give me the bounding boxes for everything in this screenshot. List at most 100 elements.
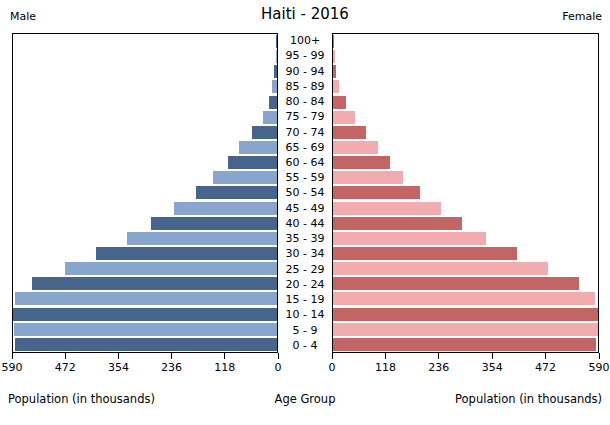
age-label-60-64: 60 - 64 xyxy=(278,155,332,170)
age-label-100+: 100+ xyxy=(278,33,332,48)
female-bar-100+ xyxy=(333,35,334,48)
tick-label-354: 354 xyxy=(482,361,503,374)
age-label-15-19: 15 - 19 xyxy=(278,292,332,307)
tick-label-236: 236 xyxy=(161,361,182,374)
tick-mark xyxy=(65,353,66,359)
female-bar-0-4 xyxy=(333,338,596,351)
female-bar-95-99 xyxy=(333,50,335,63)
male-bar-20-24 xyxy=(32,277,277,290)
male-bar-25-29 xyxy=(65,262,277,275)
tick-mark xyxy=(12,353,13,359)
female-bar-5-9 xyxy=(333,323,598,336)
female-row-80-84 xyxy=(333,95,598,110)
female-row-30-34 xyxy=(333,246,598,261)
male-bar-80-84 xyxy=(269,96,277,109)
male-row-15-19 xyxy=(13,291,277,306)
female-bar-65-69 xyxy=(333,141,378,154)
age-label-75-79: 75 - 79 xyxy=(278,109,332,124)
male-row-20-24 xyxy=(13,276,277,291)
female-bar-20-24 xyxy=(333,277,579,290)
female-row-65-69 xyxy=(333,140,598,155)
male-bar-40-44 xyxy=(151,217,277,230)
male-row-35-39 xyxy=(13,231,277,246)
female-row-45-49 xyxy=(333,201,598,216)
female-plot-area xyxy=(332,33,599,353)
age-label-35-39: 35 - 39 xyxy=(278,231,332,246)
age-label-20-24: 20 - 24 xyxy=(278,277,332,292)
tick-label-590: 590 xyxy=(2,361,23,374)
male-bar-95-99 xyxy=(276,50,277,63)
male-row-50-54 xyxy=(13,185,277,200)
female-row-10-14 xyxy=(333,307,598,322)
male-row-40-44 xyxy=(13,216,277,231)
tick-mark xyxy=(278,353,279,359)
age-label-40-44: 40 - 44 xyxy=(278,216,332,231)
age-label-45-49: 45 - 49 xyxy=(278,201,332,216)
male-row-60-64 xyxy=(13,155,277,170)
age-label-80-84: 80 - 84 xyxy=(278,94,332,109)
tick-label-118: 118 xyxy=(214,361,235,374)
male-bar-45-49 xyxy=(174,202,277,215)
female-bar-80-84 xyxy=(333,96,346,109)
male-x-axis-ticks: 5904723542361180 xyxy=(12,353,278,379)
male-bar-65-69 xyxy=(239,141,277,154)
tick-mark xyxy=(599,353,600,359)
female-row-75-79 xyxy=(333,110,598,125)
male-bar-10-14 xyxy=(13,308,277,321)
male-bar-30-34 xyxy=(96,247,277,260)
female-row-35-39 xyxy=(333,231,598,246)
female-bar-70-74 xyxy=(333,126,366,139)
female-row-55-59 xyxy=(333,170,598,185)
tick-label-118: 118 xyxy=(375,361,396,374)
tick-mark xyxy=(438,353,439,359)
male-bar-70-74 xyxy=(252,126,278,139)
female-row-85-89 xyxy=(333,79,598,94)
female-bar-35-39 xyxy=(333,232,486,245)
chart-title: Haiti - 2016 xyxy=(0,5,610,23)
tick-label-0: 0 xyxy=(329,361,336,374)
age-label-25-29: 25 - 29 xyxy=(278,262,332,277)
male-bar-35-39 xyxy=(127,232,277,245)
female-row-95-99 xyxy=(333,49,598,64)
female-bar-25-29 xyxy=(333,262,548,275)
age-label-50-54: 50 - 54 xyxy=(278,185,332,200)
male-row-30-34 xyxy=(13,246,277,261)
age-label-85-89: 85 - 89 xyxy=(278,79,332,94)
female-row-90-94 xyxy=(333,64,598,79)
tick-label-354: 354 xyxy=(108,361,129,374)
male-bar-60-64 xyxy=(228,156,277,169)
male-bar-90-94 xyxy=(274,65,277,78)
tick-label-236: 236 xyxy=(428,361,449,374)
age-label-0-4: 0 - 4 xyxy=(278,338,332,353)
female-bar-75-79 xyxy=(333,111,355,124)
male-row-70-74 xyxy=(13,125,277,140)
age-label-5-9: 5 - 9 xyxy=(278,322,332,337)
tick-label-590: 590 xyxy=(589,361,610,374)
male-row-45-49 xyxy=(13,201,277,216)
age-label-70-74: 70 - 74 xyxy=(278,124,332,139)
age-label-30-34: 30 - 34 xyxy=(278,246,332,261)
male-row-100+ xyxy=(13,34,277,49)
tick-mark xyxy=(171,353,172,359)
female-bar-90-94 xyxy=(333,65,336,78)
age-label-95-99: 95 - 99 xyxy=(278,48,332,63)
female-row-40-44 xyxy=(333,216,598,231)
male-bar-5-9 xyxy=(14,323,277,336)
female-row-50-54 xyxy=(333,185,598,200)
female-row-25-29 xyxy=(333,261,598,276)
female-bar-50-54 xyxy=(333,186,420,199)
male-row-85-89 xyxy=(13,79,277,94)
female-row-5-9 xyxy=(333,322,598,337)
male-row-90-94 xyxy=(13,64,277,79)
female-bar-85-89 xyxy=(333,80,339,93)
male-row-95-99 xyxy=(13,49,277,64)
age-label-10-14: 10 - 14 xyxy=(278,307,332,322)
tick-mark xyxy=(492,353,493,359)
male-row-0-4 xyxy=(13,337,277,352)
male-row-75-79 xyxy=(13,110,277,125)
male-bar-85-89 xyxy=(272,80,277,93)
male-row-55-59 xyxy=(13,170,277,185)
male-bars xyxy=(13,34,277,352)
female-row-60-64 xyxy=(333,155,598,170)
tick-mark xyxy=(118,353,119,359)
